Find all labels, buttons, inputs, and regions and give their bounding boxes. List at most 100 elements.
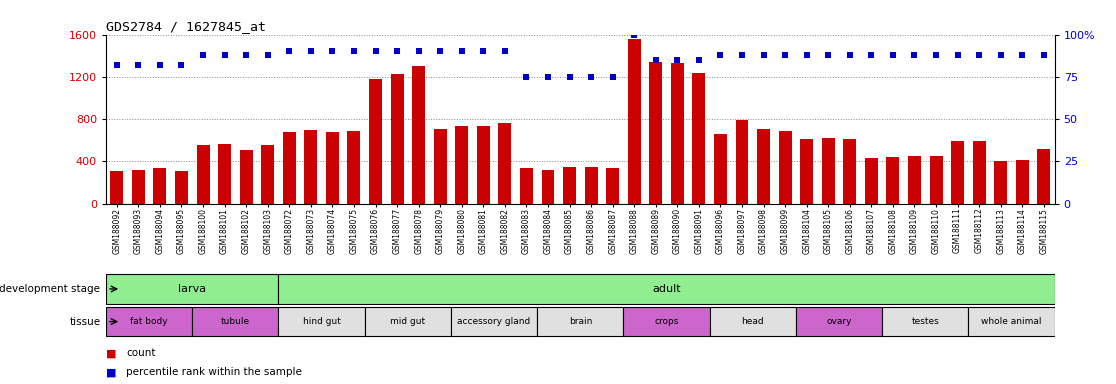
Bar [908,156,921,204]
FancyBboxPatch shape [969,307,1055,336]
Bar [865,158,878,204]
FancyBboxPatch shape [279,274,1055,304]
Point [1013,52,1031,58]
Point [819,52,837,58]
Text: tissue: tissue [69,316,100,327]
Bar [564,167,576,204]
Bar [692,73,705,204]
Bar [994,161,1008,204]
Bar [282,132,296,204]
Point [604,74,622,80]
Text: mid gut: mid gut [391,317,425,326]
Bar [650,62,662,204]
FancyBboxPatch shape [537,307,624,336]
Bar [627,39,641,204]
Point [840,52,858,58]
Point [259,52,277,58]
Point [668,57,686,63]
Point [410,48,427,55]
Bar [218,144,231,204]
Text: testes: testes [912,317,940,326]
Point [238,52,256,58]
Bar [391,74,404,204]
Point [324,48,341,55]
Point [754,52,772,58]
Bar [261,146,275,204]
Text: adult: adult [652,284,681,294]
Text: accessory gland: accessory gland [458,317,531,326]
Point [280,48,298,55]
Text: ■: ■ [106,348,116,358]
Bar [951,141,964,204]
Point [647,57,665,63]
Point [949,52,966,58]
Point [302,48,320,55]
Bar [585,167,597,204]
FancyBboxPatch shape [192,307,279,336]
Text: head: head [741,317,764,326]
Point [151,62,169,68]
Bar [844,139,856,204]
Point [690,57,708,63]
Text: crops: crops [654,317,679,326]
Bar [305,130,317,204]
Bar [800,139,814,204]
Point [712,52,730,58]
Point [453,48,471,55]
Point [431,48,449,55]
Bar [886,157,899,204]
FancyBboxPatch shape [710,307,796,336]
Point [970,52,988,58]
FancyBboxPatch shape [106,307,192,336]
Bar [973,141,985,204]
FancyBboxPatch shape [451,307,537,336]
Point [777,52,795,58]
Bar [240,150,252,204]
Bar [499,123,511,204]
Point [518,74,536,80]
Text: larva: larva [179,284,206,294]
Bar [326,132,339,204]
Bar [541,170,555,204]
Point [1035,52,1052,58]
Point [863,52,881,58]
Bar [1016,160,1029,204]
Point [496,48,513,55]
Bar [412,66,425,204]
Bar [477,126,490,204]
Bar [132,170,145,204]
Bar [520,167,533,204]
Text: percentile rank within the sample: percentile rank within the sample [126,367,302,377]
Point [992,52,1010,58]
FancyBboxPatch shape [882,307,969,336]
Point [215,52,233,58]
Point [388,48,406,55]
Text: ovary: ovary [826,317,852,326]
Text: development stage: development stage [0,284,100,294]
Bar [779,131,791,204]
Bar [735,120,749,204]
Point [366,48,384,55]
FancyBboxPatch shape [279,307,365,336]
Bar [757,129,770,204]
Bar [606,167,619,204]
Bar [930,156,943,204]
Bar [1038,149,1050,204]
Bar [110,171,123,204]
Point [539,74,557,80]
Bar [196,146,210,204]
Bar [153,167,166,204]
Bar [369,79,382,204]
Bar [434,129,446,204]
Point [129,62,147,68]
Point [560,74,578,80]
Point [474,48,492,55]
Bar [671,63,684,204]
Point [194,52,212,58]
Text: fat body: fat body [131,317,167,326]
Bar [455,126,469,204]
FancyBboxPatch shape [106,274,279,304]
Text: tubule: tubule [221,317,250,326]
Point [108,62,126,68]
Text: whole animal: whole animal [981,317,1041,326]
